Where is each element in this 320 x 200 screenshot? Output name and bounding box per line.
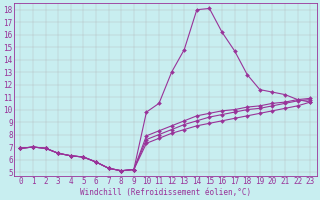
X-axis label: Windchill (Refroidissement éolien,°C): Windchill (Refroidissement éolien,°C) xyxy=(80,188,251,197)
